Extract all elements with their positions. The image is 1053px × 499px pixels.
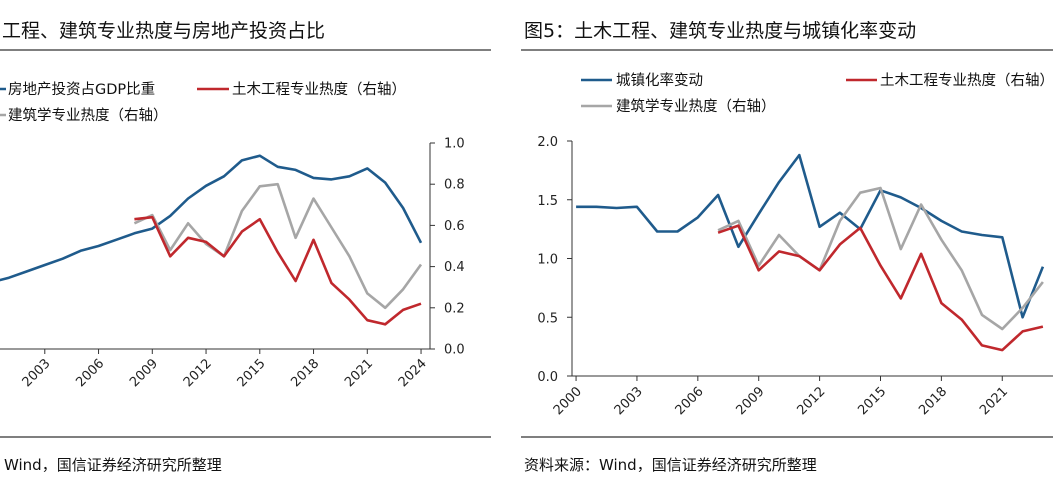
right-x-axis-ticks: 2000 2003 2006 2009 2012 2015 2018 2021 [551,376,1011,418]
right-axis-tick-label: 0.2 [444,301,465,316]
x-axis-tick-label: 2012 [181,356,215,390]
right-legend: 城镇化率变动 土木工程专业热度（右轴） 建筑学专业热度（右轴） [581,72,1053,115]
right-axis-tick-label: 0.0 [444,343,465,358]
x-axis-tick-label: 2009 [127,356,161,390]
left-axis-tick-label: 0.0 [537,370,558,385]
x-axis-tick-label: 2015 [235,356,269,390]
left-right-axis-ticks: 1.0 0.8 0.6 0.4 0.2 0.0 [430,137,465,358]
left-axis-tick-label: 0.5 [537,311,558,326]
legend-label-civil-eng: 土木工程专业热度（右轴） [232,81,406,98]
left-axes [0,143,431,350]
left-chart-title: 工程、建筑专业热度与房地产投资占比 [2,20,325,42]
x-axis-tick-label: 2003 [20,356,54,390]
left-axis-tick-label: 2.0 [537,135,558,150]
x-axis-tick-label: 2012 [794,384,828,418]
right-left-axis-ticks: 2.0 1.5 1.0 0.5 0.0 [537,135,572,385]
right-axis-tick-label: 0.6 [444,219,465,234]
left-axis-tick-label: 1.5 [537,194,558,209]
x-axis-tick-label: 2018 [288,356,322,390]
series-line-architecture-heat [717,186,1044,331]
series-line-civil-eng-heat [717,224,1044,352]
right-axis-tick-label: 1.0 [444,137,465,152]
right-plot-lines [576,153,1045,352]
x-axis-tick-label: 2000 [551,384,585,418]
series-line-urbanization-change [576,153,1045,319]
legend-label-real-estate-share: 房地产投资占GDP比重 [8,81,155,98]
right-axis-tick-label: 0.4 [444,260,465,275]
x-axis-tick-label: 2021 [977,384,1011,418]
x-axis-tick-label: 2006 [73,356,107,390]
left-x-axis-ticks: 2003 2006 2009 2012 2015 2018 2021 2024 [20,349,430,390]
right-axis-tick-label: 0.8 [444,178,465,193]
left-source-note: Wind，国信证券经济研究所整理 [4,456,222,474]
left-axis-tick-label: 1.0 [537,253,558,268]
x-axis-tick-label: 2003 [612,384,646,418]
series-line-real-estate-share [0,154,423,282]
right-source-note: 资料来源：Wind，国信证券经济研究所整理 [524,456,817,474]
left-plot-lines [0,154,423,326]
x-axis-tick-label: 2015 [855,384,889,418]
x-axis-tick-label: 2009 [734,384,768,418]
right-axes [571,141,1053,377]
x-axis-tick-label: 2006 [673,384,707,418]
x-axis-tick-label: 2024 [396,356,430,390]
legend-label-civil-eng: 土木工程专业热度（右轴） [880,72,1053,89]
series-line-architecture-heat [133,182,423,310]
legend-label-architecture: 建筑学专业热度（右轴） [8,107,168,124]
right-chart-title: 图5：土木工程、建筑专业热度与城镇化率变动 [524,20,916,42]
series-line-civil-eng-heat [134,215,422,326]
left-legend: 房地产投资占GDP比重 土木工程专业热度（右轴） 建筑学专业热度（右轴） [0,81,406,124]
x-axis-tick-label: 2021 [342,356,376,390]
right-panel: 图5：土木工程、建筑专业热度与城镇化率变动 城镇化率变动 土木工程专业热度（右轴… [521,20,1053,474]
x-axis-tick-label: 2018 [916,384,950,418]
legend-label-urbanization: 城镇化率变动 [616,72,703,89]
legend-label-architecture: 建筑学专业热度（右轴） [616,98,776,115]
left-panel: 工程、建筑专业热度与房地产投资占比 房地产投资占GDP比重 土木工程专业热度（右… [0,20,491,474]
